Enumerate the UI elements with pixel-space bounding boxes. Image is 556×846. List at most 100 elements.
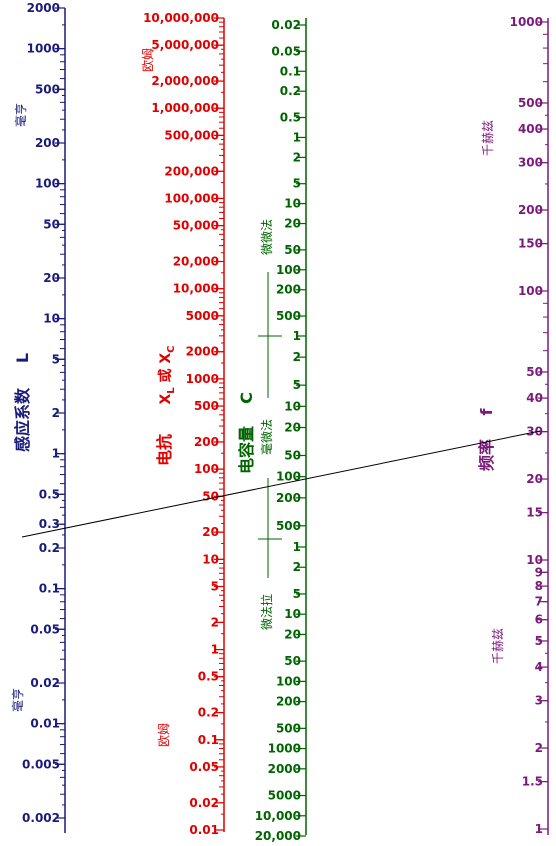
axis-x-tick-label: 0.1	[198, 733, 219, 747]
axes-layer: 200010005002001005020105210.50.30.20.10.…	[22, 1, 549, 843]
axis-x-tick-label: 2,000,000	[151, 74, 219, 88]
axis-f-tick-label: 40	[526, 391, 543, 405]
axis-l-tick-label: 0.02	[30, 676, 60, 690]
axis-f-tick-label: 10	[526, 553, 543, 567]
axis-c-seg2-tick-label: 20	[284, 421, 301, 435]
axis-x-tick-label: 100,000	[164, 191, 219, 205]
axis-l-tick-label: 200	[35, 136, 60, 150]
axis-x-tick-label: 0.05	[189, 760, 219, 774]
axis-f-tick-label: 500	[518, 96, 543, 110]
axis-c-seg3-tick-label: 10,000	[255, 809, 301, 823]
axis-l-tick-label: 0.5	[39, 487, 60, 501]
axis-x-tick-label: 0.2	[198, 706, 219, 720]
axis-c-seg1-tick-label: 200	[276, 283, 301, 297]
axis-c-unit-2: 毫微法	[259, 419, 274, 455]
axis-f-symbol: f	[477, 407, 496, 415]
axis-c-seg3-tick-label: 5000	[268, 789, 301, 803]
axis-x-tick-label: 2000	[186, 345, 219, 359]
axis-x-symbol-1: X	[158, 394, 174, 405]
axis-x-sub-1: L	[166, 387, 177, 394]
axis-x-tick-label: 50,000	[173, 219, 219, 233]
axis-c-seg1-tick-label: 0.2	[280, 84, 301, 98]
axis-x-tick-label: 200,000	[164, 164, 219, 178]
axis-f-title: 频率	[477, 439, 496, 471]
axis-x-unit-top: 欧姆	[141, 48, 155, 72]
axis-c-unit-1: 微微法	[260, 219, 274, 255]
axis-x-tick-label: 20,000	[173, 255, 219, 269]
axis-c-seg3-tick-label: 50	[284, 654, 301, 668]
axis-c-seg2-tick-label: 200	[276, 491, 301, 505]
axis-x-tick-label: 5,000,000	[151, 38, 219, 52]
axis-x-tick-label: 10,000	[173, 282, 219, 296]
axis-c-seg2-tick-label: 100	[276, 470, 301, 484]
axis-f-tick-label: 100	[518, 284, 543, 298]
axis-x-title: 电抗	[155, 434, 174, 466]
axis-c-seg3-tick-label: 200	[276, 695, 301, 709]
axis-f-tick-label: 20	[526, 472, 543, 486]
axis-f-tick-label: 50	[526, 365, 543, 379]
axis-x-tick-label: 500,000	[164, 128, 219, 142]
axis-c-seg1-tick-label: 0.5	[280, 111, 301, 125]
axis-c-seg1-tick-label: 500	[276, 309, 301, 323]
axis-f-tick-label: 150	[518, 237, 543, 251]
axis-c-seg1-tick-label: 0.05	[271, 44, 301, 58]
axis-l-tick-label: 20	[43, 271, 60, 285]
axis-l-tick-label: 50	[43, 217, 60, 231]
axis-c-seg3-tick-label: 500	[276, 721, 301, 735]
axis-l-tick-label: 500	[35, 82, 60, 96]
solution-line	[21, 430, 541, 538]
axis-l-tick-label: 0.005	[22, 757, 60, 771]
axis-l-tick-label: 10	[43, 312, 60, 326]
axis-f-unit-bottom: 千赫兹	[491, 628, 505, 664]
axis-c-unit-3: 微法拉	[259, 594, 274, 630]
axis-c-seg3-tick-label: 2000	[268, 762, 301, 776]
axis-l-tick-label: 0.1	[39, 582, 60, 596]
axis-c-title: 电容量	[237, 426, 256, 474]
axis-l-tick-label: 0.002	[22, 811, 60, 825]
axis-x-tick-label: 0.02	[189, 796, 219, 810]
axis-l-unit-bottom: 毫亨	[10, 688, 25, 712]
axis-c-seg1-tick-label: 0.1	[280, 64, 301, 78]
axis-c-seg3-tick-label: 10	[284, 607, 301, 621]
axis-x-tick-label: 500	[194, 399, 219, 413]
axis-l-title: 感应系数	[13, 387, 32, 452]
axis-l-tick-label: 0.2	[39, 541, 60, 555]
axis-c-seg3-tick-label: 1000	[268, 742, 301, 756]
axis-f-tick-label: 400	[518, 122, 543, 136]
axis-x-tick-label: 1000	[186, 372, 219, 386]
axis-f-tick-label: 300	[518, 156, 543, 170]
axis-l-tick-label: 0.3	[39, 517, 60, 531]
axis-l-symbol: L	[13, 353, 32, 363]
axis-l-labels: 毫亨 毫亨 感应系数 L	[10, 103, 32, 712]
axis-l-unit-top: 毫亨	[13, 103, 28, 127]
axis-x-tick-label: 10,000,000	[143, 11, 219, 25]
axis-x-unit-bottom: 欧姆	[157, 723, 171, 747]
axis-f-tick-label: 1.5	[522, 775, 543, 789]
axis-l-tick-label: 100	[35, 177, 60, 191]
axis-c-seg3-tick-label: 20,000	[255, 829, 301, 843]
axis-c-seg2-tick-label: 10	[284, 399, 301, 413]
axis-x-tick-label: 0.01	[189, 823, 219, 837]
axis-x-or: 或	[157, 368, 174, 382]
axis-l-tick-label: 0.01	[30, 717, 60, 731]
axis-c-seg2-tick-label: 500	[276, 519, 301, 533]
axis-x-tick-label: 10	[202, 552, 219, 566]
axis-c-seg3-tick-label: 100	[276, 674, 301, 688]
axis-x-tick-label: 20	[202, 525, 219, 539]
axis-l-tick-label: 1000	[27, 42, 60, 56]
axis-x-tick-label: 1,000,000	[151, 101, 219, 115]
axis-x-tick-label: 5000	[186, 309, 219, 323]
axis-c-seg1-tick-label: 0.02	[271, 18, 301, 32]
axis-c-seg1-tick-label: 20	[284, 217, 301, 231]
axis-x-labels: 欧姆 欧姆 电抗 XL 或 XC	[141, 48, 177, 747]
axis-c-seg1-tick-label: 100	[276, 263, 301, 277]
axis-f-tick-label: 200	[518, 203, 543, 217]
axis-c-seg3-tick-label: 20	[284, 627, 301, 641]
axis-f-tick-label: 1000	[510, 15, 543, 29]
axis-c-labels: 微微法 毫微法 微法拉 电容量 C	[237, 219, 274, 630]
axis-x-tick-label: 0.5	[198, 670, 219, 684]
axis-x-symbol-2: X	[158, 353, 174, 364]
axis-x-tick-label: 50	[202, 489, 219, 503]
axis-c-seg1-tick-label: 50	[284, 243, 301, 257]
